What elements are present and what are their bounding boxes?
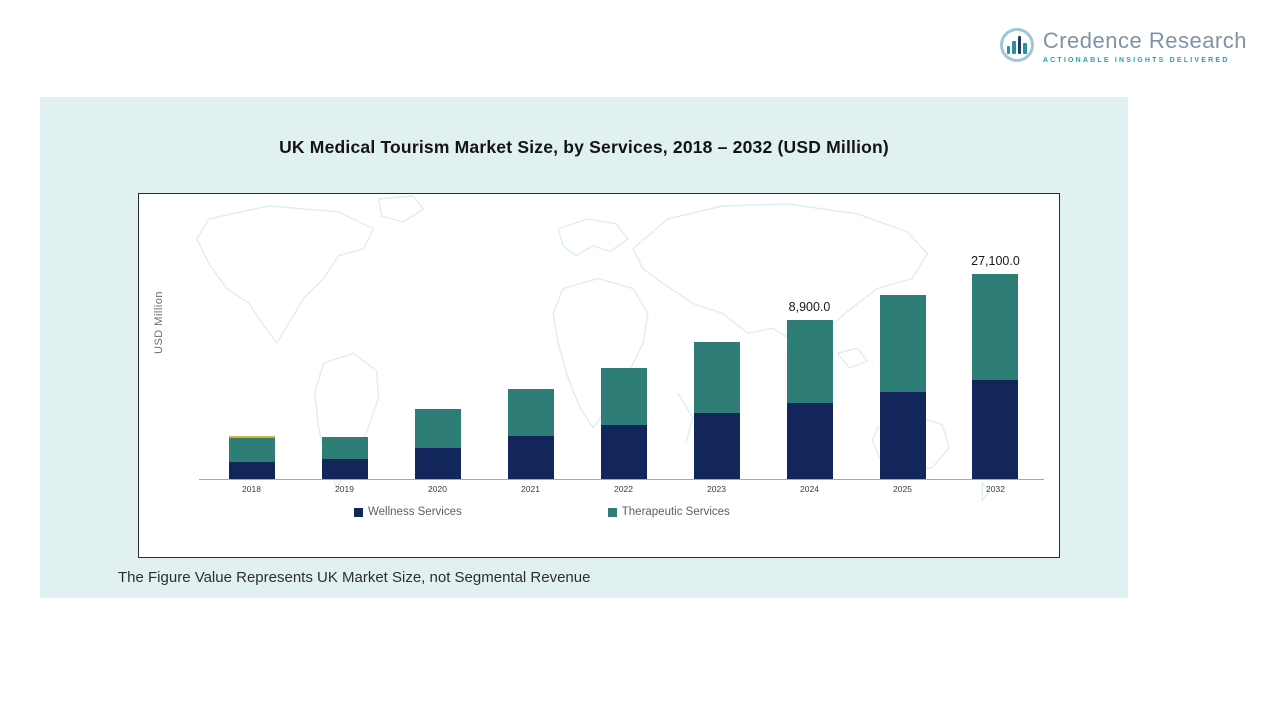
stacked-bar xyxy=(693,342,740,479)
stacked-bar xyxy=(972,274,1019,479)
stacked-bar xyxy=(600,368,647,479)
segment-wellness-services xyxy=(600,425,647,479)
segment-therapeutic-services xyxy=(600,368,647,425)
legend-swatch-wellness xyxy=(354,507,363,517)
segment-therapeutic-services xyxy=(507,389,554,436)
bars-row: 2018 2019 2020 2021 2022 2023 8,900.0 2024 2025 2… xyxy=(205,194,1042,504)
segment-wellness-services xyxy=(321,459,368,479)
x-axis-tick-label: 2025 xyxy=(893,484,912,494)
x-axis-line xyxy=(199,479,1044,480)
segment-wellness-services xyxy=(786,403,833,479)
segment-therapeutic-services xyxy=(693,342,740,413)
segment-therapeutic-services xyxy=(786,320,833,403)
segment-wellness-services xyxy=(693,413,740,479)
stacked-bar xyxy=(507,389,554,479)
x-axis-tick-label: 2023 xyxy=(707,484,726,494)
bar-total-label: 8,900.0 xyxy=(788,300,831,314)
legend-swatch-therapeutic xyxy=(607,507,617,517)
bar-group: 8,900.0 2024 xyxy=(763,194,856,504)
x-axis-tick-label: 2032 xyxy=(986,484,1005,494)
logo-tagline: Actionable Insights Delivered xyxy=(1042,57,1230,64)
logo-bar xyxy=(1006,46,1011,54)
bar-group: 2022 xyxy=(577,194,670,504)
chart-legend: Wellness Services Therapeutic Services xyxy=(354,506,730,518)
logo-bar xyxy=(1012,41,1016,54)
segment-wellness-services xyxy=(972,380,1019,479)
stacked-bar xyxy=(786,320,833,479)
x-axis-tick-label: 2021 xyxy=(521,484,540,494)
bar-chart-logo-icon xyxy=(999,28,1034,62)
logo-bar xyxy=(1017,36,1022,54)
chart-title: UK Medical Tourism Market Size, by Servi… xyxy=(279,137,889,157)
bar-group: 2023 xyxy=(670,194,763,504)
segment-wellness-services xyxy=(228,462,275,479)
stacked-bar xyxy=(879,295,926,479)
chart-panel: UK Medical Tourism Market Size, by Servi… xyxy=(40,97,1128,598)
y-axis-title: USD Million xyxy=(153,291,165,354)
logo-bar xyxy=(1023,43,1027,54)
bar-group: 2019 xyxy=(298,194,391,504)
segment-therapeutic-services xyxy=(321,437,368,459)
bar-group: 27,100.0 2032 xyxy=(949,194,1042,504)
bar-group: 2025 xyxy=(856,194,949,504)
legend-item-wellness-services: Wellness Services xyxy=(354,506,462,518)
stacked-bar xyxy=(228,436,275,479)
x-axis-tick-label: 2020 xyxy=(428,484,447,494)
x-axis-tick-label: 2024 xyxy=(800,484,819,494)
bar-group: 2018 xyxy=(205,194,298,504)
legend-label-wellness: Wellness Services xyxy=(368,506,462,518)
logo-name: Credence Research xyxy=(1042,28,1247,53)
segment-therapeutic-services xyxy=(414,409,461,448)
legend-item-therapeutic-services: Therapeutic Services xyxy=(607,506,730,518)
segment-wellness-services xyxy=(879,392,926,479)
segment-wellness-services xyxy=(414,448,461,479)
stacked-bar xyxy=(414,409,461,479)
legend-label-therapeutic: Therapeutic Services xyxy=(621,506,730,518)
segment-therapeutic-services xyxy=(879,295,926,392)
plot-area: USD Million 2018 2019 2020 2021 2022 2023 8,90… xyxy=(138,193,1060,558)
segment-therapeutic-services xyxy=(972,274,1019,380)
bar-group: 2021 xyxy=(484,194,577,504)
x-axis-tick-label: 2018 xyxy=(242,484,261,494)
bar-group: 2020 xyxy=(391,194,484,504)
segment-wellness-services xyxy=(507,436,554,479)
x-axis-tick-label: 2022 xyxy=(614,484,633,494)
credence-research-logo: Credence Research Actionable Insights De… xyxy=(999,28,1247,64)
x-axis-tick-label: 2019 xyxy=(335,484,354,494)
segment-therapeutic-services xyxy=(228,436,275,462)
bar-total-label: 27,100.0 xyxy=(971,254,1020,268)
stacked-bar xyxy=(321,437,368,479)
figure-footnote: The Figure Value Represents UK Market Si… xyxy=(118,569,591,586)
